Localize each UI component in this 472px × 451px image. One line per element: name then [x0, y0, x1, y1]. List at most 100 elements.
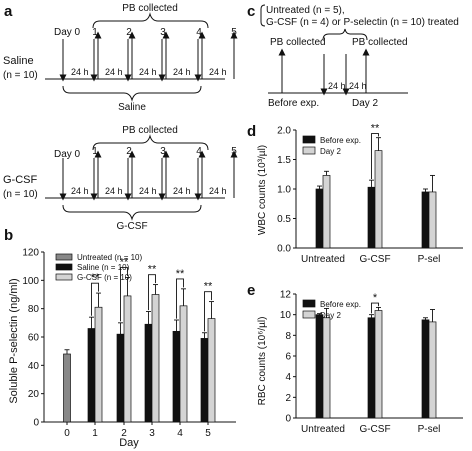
y-tick-label: 1.5: [277, 155, 291, 166]
y-tick-label: 10: [280, 310, 292, 321]
legend-label: Day 2: [320, 311, 341, 320]
legend-swatch: [302, 299, 316, 308]
x-tick-label: Untreated: [301, 424, 345, 435]
bar-untreated: [63, 353, 71, 423]
bar-gcsf: [94, 306, 103, 423]
day-number-label: 5: [231, 146, 237, 157]
significance-label: **: [176, 268, 185, 280]
interval-label: 24 h: [209, 67, 227, 77]
bar-day2: [374, 310, 383, 419]
group-n-saline: (n = 10): [3, 70, 38, 81]
bar-saline: [200, 338, 209, 423]
interval-label: 24 h: [105, 67, 123, 77]
day-number-label: 1: [92, 27, 98, 38]
y-tick-label: 1.0: [277, 185, 291, 196]
legend-swatch: [55, 273, 73, 281]
legend-swatch: [302, 146, 316, 155]
interval-label: 24 h: [139, 67, 157, 77]
groups-line-1: Untreated (n = 5),: [266, 5, 345, 16]
bar-before-exp: [367, 317, 376, 419]
y-tick-label: 2.0: [277, 126, 291, 137]
interval-label: 24 h: [173, 186, 191, 196]
day-number-label: 2: [126, 27, 132, 38]
day-number-label: 4: [196, 146, 202, 157]
x-tick-label: 1: [92, 428, 98, 439]
significance-bracket: [204, 291, 212, 332]
x-tick-label: P-sel: [418, 254, 441, 265]
bar-day2: [322, 317, 331, 419]
group-bracket: [260, 4, 266, 27]
bar-day2: [322, 175, 331, 249]
y-tick-label: 8: [285, 331, 291, 342]
y-axis-label: Soluble P-selectin (ng/ml): [8, 278, 20, 403]
bar-before-exp: [315, 188, 324, 249]
pb-brace: [92, 134, 209, 151]
legend-swatch: [302, 135, 316, 144]
timeline-saline: Saline (n = 10) Day 0 PB collected 1 2 3 4 5…: [3, 3, 238, 113]
legend-label: Before exp.: [320, 136, 361, 145]
panel-c: c Untreated (n = 5), G-CSF (n = 4) or P-…: [247, 3, 459, 109]
group-n-gcsf: (n = 10): [3, 189, 38, 200]
panel-d: d WBC counts (10³/µl) 0.0 0.5 1.0 1.5 2.0 Unt…: [247, 123, 463, 265]
legend-label: G-CSF (n = 10): [77, 273, 132, 282]
interval-label: 24 h: [71, 186, 89, 196]
bar-day2: [374, 150, 383, 249]
panel-e: e RBC counts (10⁶/µl) 0 2 4 6 8 10 12 Untreated…: [247, 282, 463, 435]
day2-label: Day 2: [352, 98, 379, 109]
timeline-gcsf: G-CSF (n = 10) Day 0 PB collected 1 2 3 4 5 2…: [3, 125, 238, 232]
day-number-label: 5: [231, 27, 237, 38]
group-label-saline: Saline: [3, 55, 34, 67]
significance-label: **: [204, 281, 213, 293]
legend-label: Saline (n = 10): [77, 263, 130, 272]
bar-gcsf: [207, 318, 216, 423]
bar-before-exp: [421, 191, 430, 249]
bar-saline: [144, 323, 153, 423]
x-tick-label: 2: [121, 428, 127, 439]
significance-label: **: [91, 272, 100, 284]
before-exp-label: Before exp.: [268, 98, 319, 109]
panel-letter-a: a: [4, 3, 13, 20]
significance-bracket: [148, 274, 156, 311]
bar-before-exp: [421, 319, 430, 419]
bar-saline: [116, 333, 125, 423]
y-tick-label: 4: [285, 372, 291, 383]
interval-label: 24 h: [328, 81, 346, 91]
x-axis-label: Day: [119, 437, 139, 449]
x-tick-label: 4: [177, 428, 183, 439]
treatment-brace: [62, 204, 202, 221]
x-tick-label: 5: [205, 428, 211, 439]
legend-swatch: [55, 263, 73, 271]
bar-saline: [87, 328, 96, 423]
treatment-label-saline: Saline: [118, 102, 146, 113]
significance-bracket: [371, 302, 379, 314]
legend-label: Day 2: [320, 147, 341, 156]
day-number-label: 3: [160, 146, 166, 157]
y-tick-label: 100: [22, 276, 39, 287]
significance-bracket: [91, 282, 99, 316]
day-number-label: 3: [160, 27, 166, 38]
y-tick-label: 0.0: [277, 244, 291, 255]
pb-collected-day2: PB collected: [352, 37, 408, 48]
day-number-label: 1: [92, 146, 98, 157]
y-tick-label: 0: [33, 418, 39, 429]
significance-bracket: [176, 278, 184, 319]
interval-label: 24 h: [209, 186, 227, 196]
bar-before-exp: [315, 314, 324, 419]
pb-collected-label: PB collected: [122, 3, 178, 14]
y-tick-label: 6: [285, 352, 291, 363]
y-axis-label: RBC counts (10⁶/µl): [257, 317, 268, 406]
legend-swatch: [302, 310, 316, 319]
y-tick-label: 2: [285, 393, 291, 404]
day-number-label: 2: [126, 146, 132, 157]
treatment-brace: [322, 28, 368, 41]
day0-label: Day 0: [54, 149, 81, 160]
y-tick-label: 12: [280, 290, 292, 301]
x-tick-label: 3: [149, 428, 155, 439]
significance-bracket: [120, 267, 128, 322]
group-label-gcsf: G-CSF: [3, 174, 38, 186]
bar-before-exp: [367, 186, 376, 249]
pb-collected-before: PB collected: [270, 37, 326, 48]
panel-letter-c: c: [247, 3, 255, 20]
x-tick-label: P-sel: [418, 424, 441, 435]
